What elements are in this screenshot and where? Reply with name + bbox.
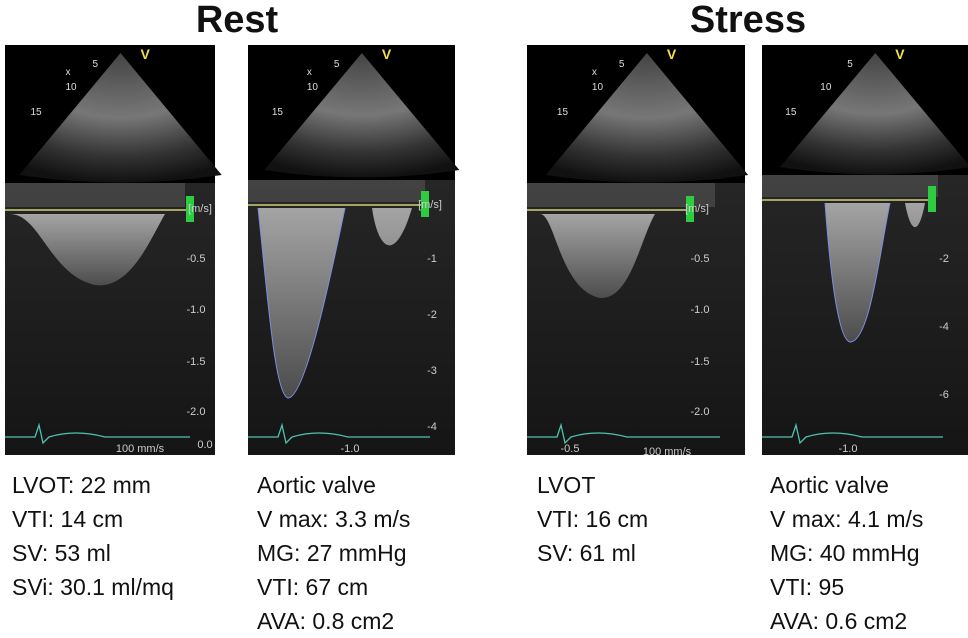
scale-label: -1 (427, 253, 437, 265)
depth-label: 10 (820, 82, 832, 93)
doppler-flow (540, 214, 655, 299)
scale-label: 0.0 (197, 439, 212, 451)
caption-line: Aortic valve (257, 472, 376, 498)
sector (780, 53, 968, 175)
vti-trace (824, 202, 891, 343)
depth-label: 10 (592, 82, 604, 93)
depth-label: V (667, 46, 677, 62)
scale-label: -1.0 (187, 304, 206, 316)
velocity-marker (686, 196, 694, 222)
caption-line: LVOT: 22 mm (12, 472, 151, 498)
doppler-flow (258, 208, 412, 398)
depth-label: 10 (66, 82, 78, 93)
echo-panel: x 5 10 15 V [m/s] -0.5 -1.0 -1.5 -2.0 0.0 100 mm/s (5, 45, 222, 455)
scale-label: -0.5 (187, 253, 206, 265)
sector (264, 53, 460, 178)
depth-label: x (307, 67, 312, 78)
doppler-strip (5, 183, 185, 207)
caption-line: V max: 3.3 m/s (257, 506, 410, 532)
echo-panel: x 5 10 15 V [m/s] -0.5 -1.0 -1.5 -2.0 -0.5 100 mm/s (527, 45, 749, 458)
caption-line: VTI: 67 cm (257, 574, 368, 600)
scale-label: -1.0 (341, 443, 360, 455)
caption-line: VTI: 16 cm (537, 506, 648, 532)
scale-label: -0.5 (561, 443, 580, 455)
scale-label: -2.0 (691, 406, 710, 418)
echo-panel: 5 10 15 V -2 -4 -6 -1.0 (762, 45, 968, 455)
scale-label: -3 (427, 365, 437, 377)
caption-line: MG: 27 mmHg (257, 540, 407, 566)
depth-label: x (592, 67, 597, 78)
velocity-marker (928, 186, 936, 212)
velocity-marker (186, 196, 194, 222)
depth-label: 5 (93, 59, 99, 70)
title: Stress (690, 0, 806, 41)
ecg-trace (5, 422, 190, 445)
scale-label: -0.5 (691, 253, 710, 265)
caption-line: SV: 61 ml (537, 540, 636, 566)
depth-label: 15 (31, 107, 43, 118)
echo-panel: x 5 10 15 V [m/s] -1 -2 -3 -4 -1.0 (248, 45, 460, 455)
ecg-trace (762, 422, 943, 445)
depth-label: 15 (272, 107, 284, 118)
caption-line: Aortic valve (770, 472, 889, 498)
depth-label: V (382, 46, 392, 62)
caption-line: MG: 40 mmHg (770, 540, 920, 566)
scale-label: -2 (427, 309, 437, 321)
ecg-trace (527, 422, 720, 445)
scale-label: -1.0 (839, 443, 858, 455)
scale-label: -2 (939, 253, 949, 265)
ecg-trace (248, 422, 430, 445)
depth-label: V (141, 46, 151, 62)
scale-label: -1.0 (691, 304, 710, 316)
doppler-strip (762, 175, 938, 197)
caption-line: VTI: 95 (770, 574, 844, 600)
scale-label: 100 mm/s (643, 446, 692, 458)
depth-label: 15 (785, 107, 797, 118)
depth-label: 15 (557, 107, 569, 118)
caption-line: SV: 53 ml (12, 540, 111, 566)
title: Rest (196, 0, 279, 41)
doppler-flow (10, 214, 165, 286)
caption-line: SVi: 30.1 ml/mq (12, 574, 174, 600)
scale-label: 100 mm/s (116, 443, 165, 455)
sector (19, 53, 222, 183)
vti-trace (257, 207, 346, 399)
caption-line: LVOT (537, 472, 595, 498)
scale-label: [m/s] (418, 199, 442, 211)
depth-label: 5 (619, 59, 625, 70)
doppler-strip (527, 183, 715, 207)
caption-line: VTI: 14 cm (12, 506, 123, 532)
caption-line: AVA: 0.6 cm2 (770, 608, 907, 634)
sector (545, 53, 749, 183)
scale-label: -6 (939, 389, 949, 401)
scale-label: -2.0 (187, 406, 206, 418)
scale-label: -4 (427, 421, 437, 433)
depth-label: 10 (307, 82, 319, 93)
scale-label: [m/s] (685, 203, 709, 215)
depth-label: 5 (847, 59, 853, 70)
doppler-strip (248, 180, 425, 202)
scale-label: [m/s] (188, 203, 212, 215)
scale-label: -1.5 (691, 356, 710, 368)
scale-label: -1.5 (187, 356, 206, 368)
caption-line: AVA: 0.8 cm2 (257, 608, 394, 634)
caption-line: V max: 4.1 m/s (770, 506, 923, 532)
depth-label: 5 (334, 59, 340, 70)
depth-label: V (895, 46, 905, 62)
velocity-marker (421, 191, 429, 217)
scale-label: -4 (939, 321, 949, 333)
depth-label: x (66, 67, 71, 78)
doppler-flow (825, 203, 925, 342)
